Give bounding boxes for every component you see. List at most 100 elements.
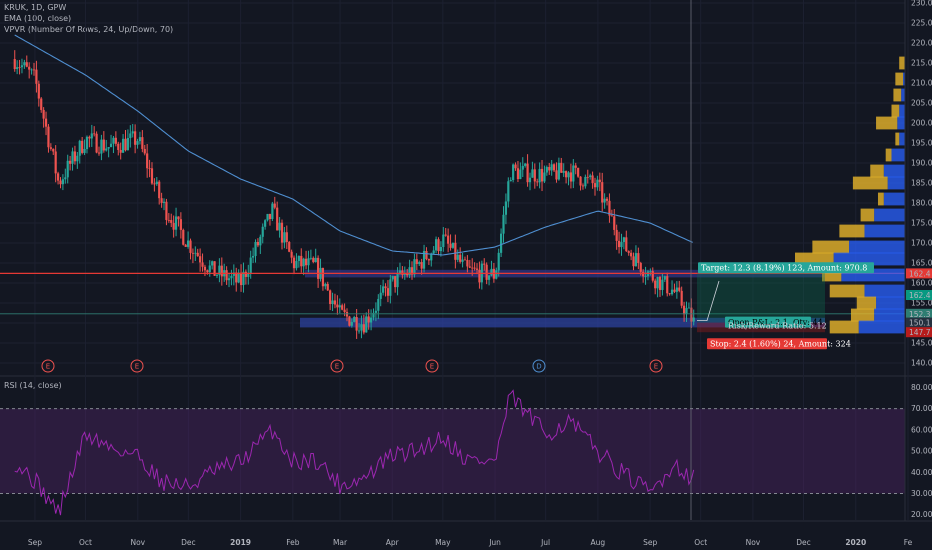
candle-body (235, 272, 238, 283)
price-badge[interactable] (906, 308, 932, 319)
candle-body (350, 321, 353, 326)
candle-body (398, 270, 402, 274)
candle-body (242, 271, 245, 286)
vpvr-up-bar (903, 72, 905, 86)
candle-body (430, 253, 433, 261)
time-tick-label: Jun (488, 538, 501, 547)
candle-body (280, 222, 284, 243)
candle-body (338, 305, 341, 308)
earnings-marker[interactable] (425, 359, 439, 373)
candle-body (317, 257, 320, 279)
candle-body (521, 165, 524, 170)
price-badge[interactable] (906, 268, 932, 279)
time-tick-label: Sep (643, 538, 657, 547)
vpvr-down-bar (852, 176, 888, 190)
candle-body (136, 141, 139, 145)
candle-body (153, 183, 156, 185)
candle-body (326, 283, 329, 291)
candle-body (76, 155, 79, 162)
price-badge[interactable] (906, 327, 932, 338)
candle-body (531, 169, 534, 178)
ema-legend[interactable]: EMA (100, close) (4, 14, 72, 23)
candle-body (13, 59, 16, 69)
event-marker-label: D (536, 363, 541, 371)
candle-body (630, 252, 633, 257)
candle-body (102, 139, 105, 151)
candle-body (661, 279, 664, 290)
candle-body (134, 131, 137, 145)
time-tick-label: 2020 (845, 538, 866, 547)
candles[interactable] (13, 50, 695, 339)
vpvr-down-bar (895, 72, 904, 86)
candle-body (577, 167, 580, 177)
vpvr-up-bar (864, 284, 905, 298)
candle-body (545, 167, 548, 173)
candle-body (586, 176, 589, 178)
rsi-tick-label: 40.00 (911, 468, 932, 477)
price-badge[interactable] (906, 290, 932, 300)
candle-body (40, 98, 43, 110)
price-tick-label: 165.0 (911, 259, 932, 268)
time-tick-label: Oct (694, 538, 707, 547)
candle-body (239, 272, 243, 286)
price-tick-label: 145.0 (911, 339, 932, 348)
rsi-axis[interactable]: 80.00 70.00 60.00 50.00 40.00 30.00 20.00 (911, 383, 932, 519)
candle-body (581, 185, 585, 187)
candle-body (540, 168, 544, 182)
candle-body (78, 140, 81, 156)
time-axis[interactable]: Sep Oct Nov Dec 2019 Feb Mar Apr May Jun Jul Aug Sep… (0, 520, 932, 547)
candle-body (625, 237, 628, 252)
vpvr-histogram[interactable] (795, 56, 905, 334)
candle-body (252, 255, 255, 258)
candle-body (146, 153, 149, 169)
candle-body (548, 167, 551, 171)
candle-body (406, 273, 409, 276)
earnings-marker[interactable] (130, 359, 144, 373)
rsi-line[interactable] (14, 389, 695, 516)
candle-body (692, 317, 695, 322)
candle-body (56, 173, 60, 181)
candle-body (565, 171, 568, 178)
price-badge[interactable] (906, 317, 932, 328)
earnings-marker[interactable] (649, 359, 663, 373)
candle-body (526, 163, 529, 183)
price-axis[interactable]: 230.0 225.0 220.0 215.0 210.0 205.0 200.0 195.0… (904, 0, 932, 521)
candle-body (485, 264, 488, 280)
candle-body (345, 312, 349, 317)
dividend-marker[interactable] (532, 359, 546, 373)
ema-line[interactable] (14, 34, 693, 256)
price-tick-label: 155.0 (911, 299, 932, 308)
price-tick-label: 205.0 (911, 99, 932, 108)
candle-body (473, 267, 476, 269)
candle-body (516, 168, 520, 180)
candle-body (524, 163, 527, 166)
candle-body (396, 273, 399, 288)
candle-body (374, 310, 377, 313)
candle-body (605, 198, 609, 201)
earnings-marker[interactable] (330, 359, 344, 373)
vpvr-down-bar (891, 104, 900, 118)
candle-body (502, 214, 505, 234)
candle-body (32, 69, 36, 71)
candle-body (182, 229, 185, 245)
candle-body (562, 171, 565, 173)
candle-body (538, 168, 541, 183)
candle-body (288, 241, 291, 252)
candle-body (121, 138, 125, 153)
vpvr-up-bar (901, 88, 905, 102)
long-position-tool[interactable]: Target: 12.3 (8.19%) 123, Amount: 970.8 O… (697, 262, 874, 350)
candle-body (620, 242, 623, 248)
rsi-title[interactable]: RSI (14, close) (4, 381, 62, 390)
candle-body (189, 240, 192, 253)
vpvr-legend[interactable]: VPVR (Number Of Rows, 24, Up/Down, 70) (4, 25, 174, 34)
earnings-marker[interactable] (41, 359, 55, 373)
candle-body (353, 317, 356, 322)
stop-label-box[interactable] (707, 338, 827, 350)
open-pl-label-box[interactable] (725, 316, 811, 328)
candle-body (603, 198, 606, 203)
target-label-box[interactable] (698, 262, 874, 274)
candle-body (165, 201, 168, 220)
zone-lower[interactable] (300, 317, 825, 328)
